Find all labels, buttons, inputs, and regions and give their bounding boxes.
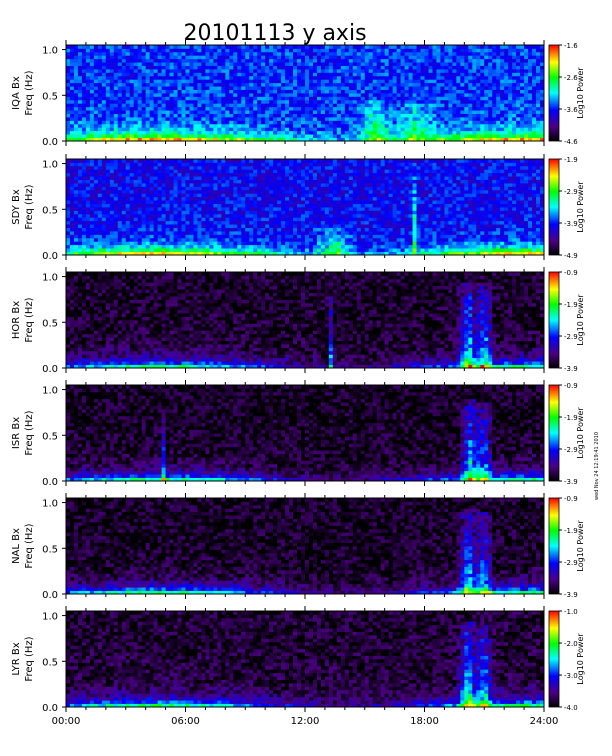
colorbar-tick-label: -3.0 [564,672,578,680]
y-tick-label: 1.0 [42,46,58,57]
colorbar-tick-label: -1.6 [564,42,578,50]
colorbar-tick-label: -2.9 [564,559,578,567]
colorbar [548,158,560,256]
colorbar [548,497,560,595]
colorbar-label: Log10 Power [576,294,585,346]
colorbar-tick-label: -1.9 [564,527,578,535]
spectrogram-image [66,272,545,369]
colorbar-tick-label: -4.9 [564,252,578,260]
station-label: SDY Bx [11,189,22,225]
y-axis-label: Freq (Hz) [24,297,35,342]
y-tick-label: 0.0 [42,364,58,375]
y-axis-label: Freq (Hz) [24,184,35,229]
figure-title: 20101113 y axis [183,21,366,46]
y-axis-label: Freq (Hz) [24,523,35,568]
colorbar-tick-label: -3.9 [564,365,578,373]
colorbar-label: Log10 Power [576,407,585,459]
colorbar [548,271,560,369]
y-axis-label: Freq (Hz) [24,70,35,115]
y-tick-label: 1.0 [42,499,58,510]
x-tick-label: 06:00 [171,716,200,727]
spectrogram-image [66,385,545,482]
colorbar-label: Log10 Power [576,520,585,572]
colorbar [548,384,560,482]
spectrogram-image [66,611,545,708]
colorbar-tick-label: -2.9 [564,188,578,196]
x-tick-label: 12:00 [291,716,320,727]
station-label: IQA Bx [11,76,22,110]
spectrogram-image [66,498,545,595]
x-tick-label: 00:00 [52,716,81,727]
y-tick-label: 0.0 [42,477,58,488]
y-tick-label: 0.5 [42,91,58,102]
colorbar-tick-label: -0.9 [564,495,578,503]
x-tick-label: 24:00 [530,716,559,727]
y-tick-label: 0.0 [42,137,58,148]
colorbar-tick-label: -2.0 [564,640,578,648]
colorbar-label: Log10 Power [576,633,585,685]
spectrogram-image [66,159,545,256]
timestamp-side-note: wed Nov 24 12:19:41 2010 [594,432,600,500]
panel-4: 0.0 0.5 1.0 NAL Bx Freq (Hz) -0.9 -1.9 -2.9 -3.9… [11,493,585,601]
station-label: ISR Bx [11,417,22,449]
y-tick-label: 1.0 [42,273,58,284]
y-axis-label: Freq (Hz) [24,410,35,455]
y-tick-label: 0.5 [42,318,58,329]
colorbar-tick-label: -4.6 [564,138,578,146]
spectrogram-image [66,45,545,142]
colorbar-tick-label: -1.9 [564,156,578,164]
colorbar-label: Log10 Power [576,181,585,233]
y-tick-label: 1.0 [42,386,58,397]
colorbar-tick-label: -3.9 [564,220,578,228]
colorbar-label: Log10 Power [576,67,585,119]
y-tick-label: 0.5 [42,544,58,555]
panel-1: 0.0 0.5 1.0 SDY Bx Freq (Hz) -1.9 -2.9 -3.9 -4.9… [11,154,585,262]
colorbar [548,44,560,142]
y-tick-label: 0.5 [42,657,58,668]
colorbar-tick-label: -3.9 [564,478,578,486]
y-tick-label: 0.0 [42,251,58,262]
colorbar-tick-label: -2.6 [564,74,578,82]
y-tick-label: 0.0 [42,703,58,714]
panel-3: 0.0 0.5 1.0 ISR Bx Freq (Hz) -0.9 -1.9 -2.9 -3.9… [11,380,585,488]
y-axis-label: Freq (Hz) [24,636,35,681]
station-label: NAL Bx [11,528,22,564]
y-tick-label: 1.0 [42,160,58,171]
colorbar-tick-label: -2.9 [564,446,578,454]
panel-0: 0.0 0.5 1.0 IQA Bx Freq (Hz) -1.6 -2.6 -3.6 -4.6… [11,40,585,148]
station-label: LYR Bx [11,642,22,675]
y-tick-label: 0.5 [42,205,58,216]
station-label: HOR Bx [11,301,22,339]
y-tick-label: 0.0 [42,590,58,601]
colorbar [548,610,560,708]
panel-5: 0.0 0.5 1.0 LYR Bx Freq (Hz) -1.0 -2.0 -3.0 -4.0… [11,606,585,714]
panel-2: 0.0 0.5 1.0 HOR Bx Freq (Hz) -0.9 -1.9 -2.9 -3.9… [11,267,585,375]
colorbar-tick-label: -2.9 [564,333,578,341]
colorbar-tick-label: -1.9 [564,414,578,422]
colorbar-tick-label: -3.6 [564,106,578,114]
colorbar-tick-label: -0.9 [564,382,578,390]
y-tick-label: 1.0 [42,612,58,623]
y-tick-label: 0.5 [42,431,58,442]
colorbar-tick-label: -0.9 [564,269,578,277]
colorbar-tick-label: -3.9 [564,591,578,599]
colorbar-tick-label: -4.0 [564,704,578,712]
colorbar-tick-label: -1.9 [564,301,578,309]
x-tick-label: 18:00 [410,716,439,727]
colorbar-tick-label: -1.0 [564,608,578,616]
